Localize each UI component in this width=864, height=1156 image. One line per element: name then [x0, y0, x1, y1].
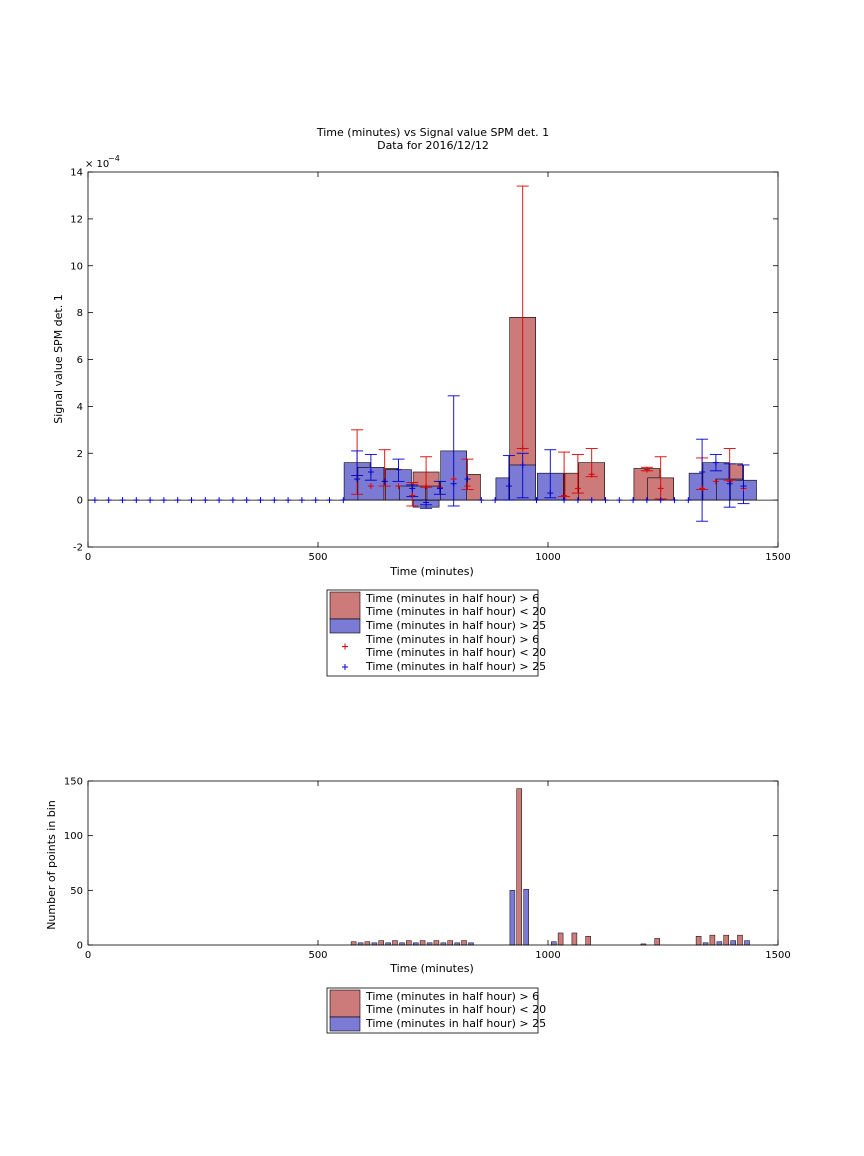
legend-label: Time (minutes in half hour) > 6: [365, 990, 539, 1003]
count-bar: [392, 940, 398, 946]
y-tick-label: -2: [73, 543, 83, 554]
signal-chart: Time (minutes) vs Signal value SPM det. …: [52, 126, 791, 677]
y-tick-label: 0: [77, 496, 83, 507]
count-bar: [551, 941, 557, 946]
legend-label: Time (minutes in half hour) > 6: [365, 633, 539, 646]
count-chart: Number of points in bin Time (minutes) 0…: [45, 777, 791, 1034]
y-tick-label: 0: [77, 941, 83, 952]
count-bar: [585, 936, 591, 946]
count-bar: [723, 934, 729, 946]
legend-swatch: [329, 618, 361, 634]
legend-label: Time (minutes in half hour) > 6: [365, 592, 539, 605]
count-bar: [364, 941, 371, 946]
y-exponent-label: × 10 −4: [85, 154, 120, 170]
chart-subtitle: Data for 2016/12/12: [377, 139, 489, 152]
count-bar: [461, 940, 467, 946]
plot-frame: [87, 780, 779, 946]
y-tick-label: 50: [70, 886, 83, 897]
count-bar: [406, 940, 412, 946]
y-tick-label: 100: [64, 831, 83, 842]
count-bar: [716, 941, 723, 946]
y-tick-label: 10: [70, 261, 83, 272]
legend-label: Time (minutes in half hour) > 25: [365, 1017, 546, 1030]
legend-label: Time (minutes in half hour) > 25: [365, 619, 546, 632]
x-tick-label: 1000: [535, 552, 560, 563]
y-tick-label: 150: [64, 777, 83, 788]
y-tick-label: 2: [77, 449, 83, 460]
x-tick-label: 1000: [535, 950, 560, 961]
count-bar: [509, 890, 516, 946]
y-tick-label: 6: [77, 355, 83, 366]
y-tick-label: 4: [77, 402, 83, 413]
x-tick-label: 1500: [765, 950, 790, 961]
y-axis-label: Signal value SPM det. 1: [52, 294, 65, 424]
x-tick-label: 0: [85, 950, 91, 961]
y-axis-label: Number of points in bin: [45, 800, 58, 930]
bar-layer: [88, 317, 778, 508]
count-bar: [378, 940, 384, 946]
count-bar: [654, 938, 660, 946]
legend-label: Time (minutes in half hour) < 20: [365, 1003, 546, 1016]
count-bar: [730, 940, 736, 946]
legend-swatch: [329, 989, 361, 1018]
axes: 0 500 1000 1500 0 50 100 150: [64, 777, 791, 962]
marker-layer: [91, 445, 747, 506]
x-tick-label: 500: [308, 552, 327, 563]
count-bar: [350, 941, 357, 946]
count-bar: [523, 888, 529, 946]
y-exponent-power: −4: [108, 154, 120, 163]
legend-label: Time (minutes in half hour) > 25: [365, 660, 546, 673]
count-bar: [744, 940, 750, 946]
count-bar: [433, 940, 440, 946]
y-exponent-base: × 10: [85, 159, 109, 170]
y-tick-label: 8: [77, 308, 83, 319]
y-tick-label: 14: [70, 168, 83, 179]
bar-layer: [350, 788, 750, 946]
x-tick-label: 500: [308, 950, 327, 961]
x-axis-label: Time (minutes): [389, 565, 474, 578]
count-bar: [447, 940, 453, 946]
legend-box: [326, 987, 539, 1034]
count-bar: [557, 932, 564, 946]
count-bar: [571, 932, 578, 946]
count-bar: [695, 936, 702, 946]
error-bar-layer: [351, 185, 750, 522]
chart-title: Time (minutes) vs Signal value SPM det. …: [316, 126, 549, 139]
x-axis-label: Time (minutes): [389, 962, 474, 975]
legend-box: [326, 589, 539, 677]
legend-swatch: [329, 591, 361, 620]
legend-label: Time (minutes in half hour) < 20: [365, 605, 546, 618]
x-tick-label: 1500: [765, 552, 790, 563]
count-bar: [709, 934, 716, 946]
y-tick-label: 12: [70, 214, 83, 225]
legend-swatch: [329, 1016, 361, 1032]
count-bar: [419, 940, 426, 946]
x-tick-label: 0: [85, 552, 91, 563]
count-bar: [516, 788, 522, 946]
count-bar: [737, 934, 743, 946]
legend-label: Time (minutes in half hour) < 20: [365, 646, 546, 659]
